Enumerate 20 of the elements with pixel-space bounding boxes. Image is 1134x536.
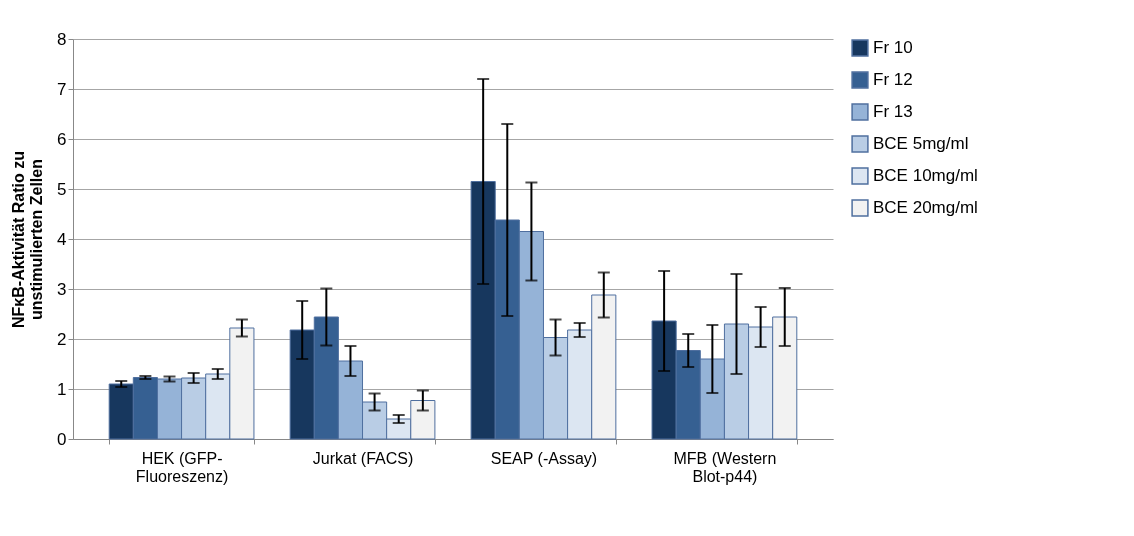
y-tick-label: 4 [57,229,67,249]
x-tick-label: MFB (Western Blot-p44) [673,449,777,485]
y-tick-label: 5 [57,179,67,199]
legend-label: Fr 12 [873,70,913,89]
y-tick-label: 6 [57,129,67,149]
legend-label: Fr 10 [873,38,913,57]
y-tick-label: 7 [57,79,67,99]
legend-label: BCE 5mg/ml [873,134,969,153]
y-tick-label: 3 [57,279,67,299]
y-tick-label: 0 [57,429,67,449]
y-tick-label: 2 [57,329,67,349]
y-tick-label: 1 [57,379,67,399]
legend-label: BCE 20mg/ml [873,198,978,217]
legend-label: Fr 13 [873,102,913,121]
y-tick-label: 8 [57,29,67,49]
legend-label: BCE 10mg/ml [873,166,978,185]
x-tick-label: Jurkat (FACS) [312,449,414,467]
x-tick-label: HEK (GFP- Fluoreszenz) [135,449,229,485]
y-axis-title: NFκB-Aktivität Ratio zu unstimulierten Zellen [10,151,46,328]
x-tick-label: SEAP (-Assay) [490,449,598,467]
